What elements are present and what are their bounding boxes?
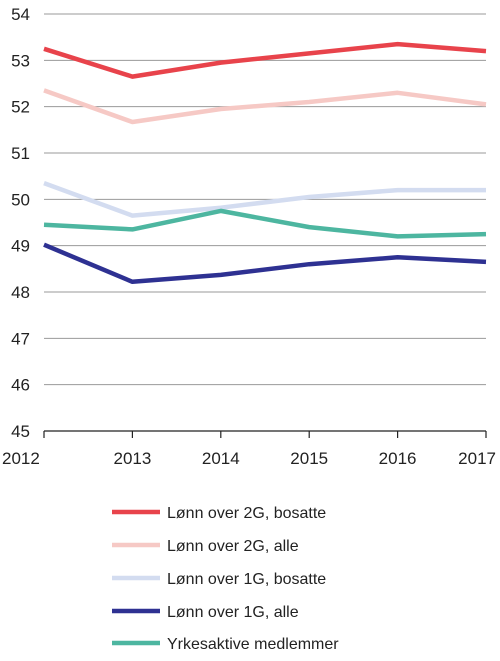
series-lines <box>43 41 487 285</box>
legend-label: Lønn over 1G, bosatte <box>167 571 326 588</box>
y-tick-label: 52 <box>11 98 30 117</box>
legend-label: Lønn over 1G, alle <box>167 604 299 621</box>
x-tick-label: 2016 <box>379 449 417 468</box>
x-tick-label: 2013 <box>113 449 151 468</box>
legend-label: Lønn over 2G, alle <box>167 538 299 555</box>
x-tick-label: 2014 <box>202 449 240 468</box>
y-tick-label: 45 <box>11 422 30 441</box>
y-tick-label: 54 <box>11 5 30 24</box>
gridlines <box>44 13 486 386</box>
series-line-4 <box>43 242 487 285</box>
y-tick-label: 48 <box>11 283 30 302</box>
legend-label: Lønn over 2G, bosatte <box>167 505 326 522</box>
legend-label: Yrkesaktive medlemmer <box>167 636 339 653</box>
series-line-1 <box>43 41 487 79</box>
axes: 45 46 47 48 49 50 51 52 53 54 2012 2013 2014 2015 2016… <box>2 5 496 468</box>
legend: Lønn over 2G, bosatte Lønn over 2G, alle L… <box>112 505 339 653</box>
x-tick-label: 2017 <box>458 449 496 468</box>
y-tick-label: 49 <box>11 237 30 256</box>
series-line-2 <box>43 88 487 125</box>
x-tick-label: 2015 <box>290 449 328 468</box>
series-line-3 <box>43 180 486 218</box>
y-tick-label: 51 <box>11 144 30 163</box>
y-tick-label: 53 <box>11 51 30 70</box>
x-tick-label: 2012 <box>2 449 40 468</box>
y-tick-label: 50 <box>11 190 30 209</box>
y-tick-label: 47 <box>11 329 30 348</box>
series-line-5 <box>43 208 487 239</box>
y-tick-label: 46 <box>11 376 30 395</box>
